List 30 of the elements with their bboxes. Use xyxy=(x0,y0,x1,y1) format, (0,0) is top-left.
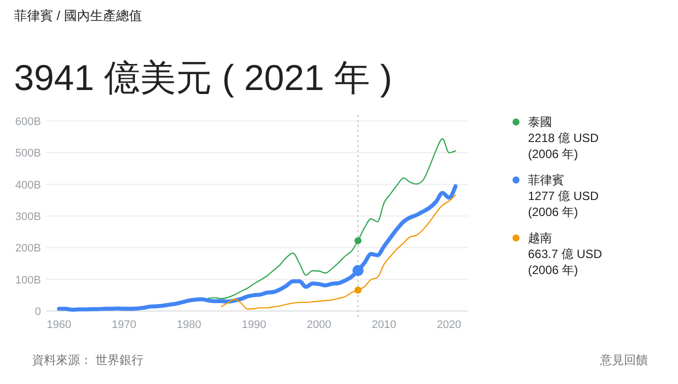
x-tick-label: 1960 xyxy=(46,319,72,331)
chart-title: 3941 億美元 ( 2021 年 ) xyxy=(14,57,392,98)
text: 1277 億 USD (2006 年) xyxy=(528,189,600,219)
point xyxy=(352,264,364,276)
y-tick-label: 0 xyxy=(34,306,41,318)
x-tick-label: 1990 xyxy=(242,319,266,331)
y-tick-label: 500B xyxy=(15,148,41,160)
y-tick-label: 100B xyxy=(15,274,41,286)
y-tick-label: 600B xyxy=(15,116,41,128)
line-series xyxy=(208,138,456,300)
x-tick-label: 2000 xyxy=(306,319,332,331)
x-tick-label: 1970 xyxy=(112,319,136,331)
line-series xyxy=(220,194,456,310)
chart-subtitle: 菲律賓 / 國內生產總值 xyxy=(14,8,142,23)
text: 2218 億 USD (2006 年) xyxy=(528,131,600,161)
legend-label: 泰國 xyxy=(528,115,552,129)
line-series xyxy=(57,184,458,312)
point xyxy=(354,237,362,244)
y-tick-label: 200B xyxy=(15,242,41,255)
legend-label: 越南 xyxy=(528,231,552,245)
source-note: 資料來源： 世界銀行 xyxy=(32,353,144,367)
text: 663.7 億 USD (2006 年) xyxy=(528,247,602,277)
x-tick-label: 1980 xyxy=(176,319,202,331)
x-tick-label: 2020 xyxy=(436,319,462,331)
point xyxy=(354,286,362,294)
text: 意見回饋 xyxy=(599,353,648,367)
legend-label: 菲律賓 xyxy=(528,173,564,187)
y-tick-label: 300B xyxy=(15,211,41,223)
x-tick-label: 2010 xyxy=(372,319,396,331)
y-tick-label: 400B xyxy=(15,179,41,192)
